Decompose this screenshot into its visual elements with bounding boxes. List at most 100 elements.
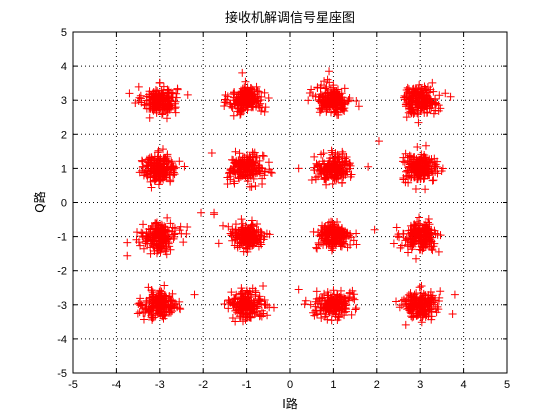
- constellation-point: [254, 242, 263, 251]
- constellation-point: [147, 183, 156, 192]
- constellation-point: [327, 146, 336, 155]
- x-axis-label: I路: [282, 396, 298, 411]
- constellation-point: [150, 229, 159, 238]
- constellation-point: [154, 167, 163, 176]
- constellation-point: [321, 230, 330, 239]
- constellation-point: [229, 89, 238, 98]
- x-tick-label: 4: [461, 379, 467, 391]
- constellation-point: [137, 156, 146, 165]
- constellation-point: [337, 179, 346, 188]
- constellation-point: [230, 235, 239, 244]
- constellation-point: [230, 179, 239, 188]
- constellation-point: [149, 304, 158, 313]
- constellation-point: [401, 100, 410, 109]
- y-tick-label: 3: [61, 95, 67, 107]
- constellation-point: [344, 296, 353, 305]
- constellation-point: [253, 87, 262, 96]
- constellation-point: [328, 179, 337, 188]
- constellation-point: [342, 153, 351, 162]
- y-tick-label: 2: [61, 129, 67, 141]
- constellation-point: [404, 89, 413, 98]
- constellation-point: [168, 93, 177, 102]
- constellation-point: [315, 104, 324, 113]
- constellation-point: [162, 301, 171, 310]
- constellation-point: [255, 87, 264, 96]
- constellation-point: [154, 224, 163, 233]
- constellation-point: [242, 286, 251, 295]
- constellation-point: [335, 297, 344, 306]
- constellation-point: [228, 225, 237, 234]
- constellation-point: [267, 168, 276, 177]
- constellation-point: [331, 167, 340, 176]
- constellation-point: [153, 295, 162, 304]
- constellation-point: [433, 169, 442, 178]
- constellation-point: [190, 290, 199, 299]
- constellation-point: [338, 96, 347, 105]
- constellation-point: [401, 236, 410, 245]
- constellation-point: [157, 110, 166, 119]
- constellation-point: [155, 177, 164, 186]
- y-axis-label: Q路: [32, 191, 47, 212]
- constellation-point: [322, 231, 331, 240]
- constellation-point: [407, 159, 416, 168]
- x-tick-label: 3: [417, 379, 423, 391]
- constellation-point: [142, 155, 151, 164]
- constellation-point: [139, 315, 148, 324]
- constellation-point: [263, 301, 272, 310]
- constellation-point: [417, 318, 426, 327]
- constellation-point: [322, 180, 331, 189]
- constellation-point: [317, 313, 326, 322]
- constellation-point: [170, 104, 179, 113]
- constellation-point: [163, 213, 172, 222]
- constellation-point: [328, 96, 337, 105]
- constellation-point: [320, 289, 329, 298]
- constellation-point: [431, 229, 440, 238]
- constellation-point: [339, 105, 348, 114]
- constellation-point: [402, 300, 411, 309]
- constellation-point: [138, 301, 147, 310]
- constellation-point: [411, 163, 420, 172]
- constellation-point: [339, 166, 348, 175]
- constellation-point: [238, 219, 247, 228]
- constellation-point: [232, 290, 241, 299]
- constellation-point: [429, 176, 438, 185]
- constellation-point: [168, 230, 177, 239]
- constellation-point: [419, 153, 428, 162]
- constellation-point: [410, 220, 419, 229]
- constellation-point: [136, 241, 145, 250]
- constellation-point: [226, 100, 235, 109]
- constellation-point: [312, 159, 321, 168]
- constellation-point: [352, 229, 361, 238]
- constellation-point: [133, 309, 142, 318]
- constellation-point: [230, 300, 239, 309]
- constellation-point: [156, 99, 165, 108]
- x-tick-label: -1: [242, 379, 252, 391]
- constellation-point: [171, 108, 180, 117]
- constellation-point: [313, 244, 322, 253]
- constellation-point: [246, 83, 255, 92]
- constellation-point: [210, 210, 219, 219]
- x-tick-label: -3: [155, 379, 165, 391]
- constellation-point: [405, 235, 414, 244]
- constellation-point: [236, 231, 245, 240]
- constellation-point: [257, 306, 266, 315]
- constellation-point: [427, 315, 436, 324]
- constellation-point: [333, 110, 342, 119]
- y-tick-label: -5: [57, 368, 67, 380]
- x-tick-label: 0: [287, 379, 293, 391]
- y-tick-label: -4: [57, 334, 67, 346]
- constellation-point: [418, 299, 427, 308]
- constellation-point: [421, 84, 430, 93]
- constellation-point: [426, 233, 435, 242]
- constellation-point: [321, 175, 330, 184]
- constellation-point: [340, 84, 349, 93]
- constellation-point: [432, 308, 441, 317]
- y-tick-label: 1: [61, 163, 67, 175]
- constellation-point: [173, 303, 182, 312]
- constellation-point: [249, 304, 258, 313]
- constellation-point: [155, 302, 164, 311]
- constellation-point: [424, 214, 433, 223]
- constellation-point: [342, 157, 351, 166]
- constellation-point: [427, 304, 436, 313]
